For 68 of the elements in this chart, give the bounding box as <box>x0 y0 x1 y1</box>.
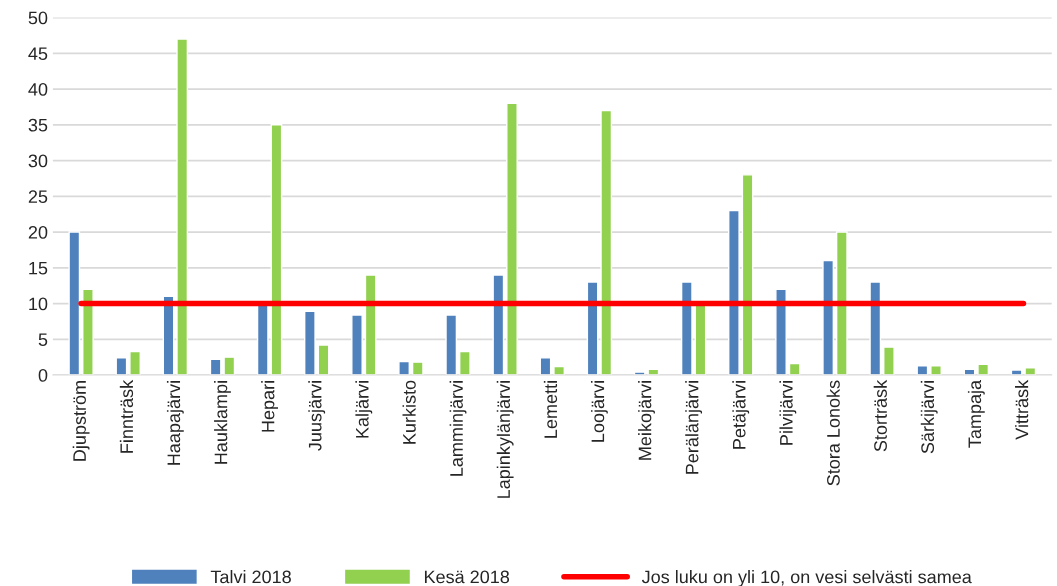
x-tick-label: Lemetti <box>543 381 558 438</box>
bar <box>775 288 787 376</box>
x-tick-label: Meikojärvi <box>638 381 655 460</box>
x-tick-label: Hepari <box>261 381 278 432</box>
bar <box>930 365 942 376</box>
x-tick-label: Kaljärvi <box>355 381 373 438</box>
y-tick-label: 15 <box>29 261 48 275</box>
bar <box>68 231 81 376</box>
bar <box>822 259 835 376</box>
x-tick-label: Pilvijärvi <box>779 381 797 445</box>
x-tick-label: Tampaja <box>967 379 985 448</box>
y-tick-label: 5 <box>38 333 48 347</box>
y-tick-label: 20 <box>28 225 48 239</box>
y-tick-label: 35 <box>28 118 48 132</box>
y-tick-label: 25 <box>28 190 48 204</box>
x-tick-label: Särkijärvi <box>920 381 938 454</box>
y-tick-label: 50 <box>28 11 48 25</box>
bar <box>506 102 518 376</box>
y-tick-label: 10 <box>29 297 48 311</box>
bar <box>82 288 94 376</box>
x-tick-label: Lapinkylänjärvi <box>496 381 514 498</box>
x-tick-label: Haapajärvi <box>166 381 184 465</box>
y-tick-label: 0 <box>38 368 48 382</box>
bar <box>694 304 707 376</box>
bar <box>364 274 377 376</box>
bar <box>351 314 363 376</box>
bar <box>869 281 882 376</box>
y-tick-label: 40 <box>28 83 48 96</box>
x-tick-label: Lamminjärvi <box>449 381 467 476</box>
x-tick-label: Petäjärvi <box>732 381 750 449</box>
legend-label: Kesä 2018 <box>424 570 510 584</box>
bar <box>256 304 269 376</box>
y-tick-label: 30 <box>28 154 48 168</box>
bar <box>459 350 471 376</box>
bar <box>728 209 740 376</box>
bar <box>835 231 848 376</box>
bar <box>445 314 458 376</box>
bar <box>492 274 505 376</box>
bar <box>317 344 330 376</box>
legend-label: Jos luku on yli 10, on vesi selvästi samea <box>641 570 972 586</box>
bar <box>539 357 552 376</box>
x-tick-label: Perälänjärvi <box>685 381 703 474</box>
bar <box>303 310 316 376</box>
bar <box>883 346 895 376</box>
bar <box>129 350 141 376</box>
x-tick-label: Vitträsk <box>1015 379 1029 440</box>
bar <box>600 109 613 376</box>
x-tick-label: Juusjärvi <box>308 381 326 451</box>
x-tick-label: Kurkisto <box>402 380 416 444</box>
bar <box>553 365 565 376</box>
bar <box>115 357 128 376</box>
y-tick-label: 45 <box>28 47 48 61</box>
bar <box>1024 367 1037 376</box>
x-tick-label: Stora Lonoks <box>826 380 840 486</box>
bar <box>977 363 990 376</box>
bar <box>270 124 283 376</box>
x-tick-label: Djupström <box>72 381 90 461</box>
bar <box>411 361 424 376</box>
x-tick-label: Hauklampi <box>214 381 231 464</box>
x-tick-label: Storträsk <box>873 379 887 452</box>
bar <box>741 174 754 376</box>
legend-label: Talvi 2018 <box>210 570 291 584</box>
bar <box>398 360 410 376</box>
bar <box>176 38 189 376</box>
x-tick-label: Finnträsk <box>119 379 134 453</box>
bar <box>788 362 801 376</box>
bar <box>680 281 693 376</box>
x-tick-label: Loojärvi <box>590 381 608 442</box>
